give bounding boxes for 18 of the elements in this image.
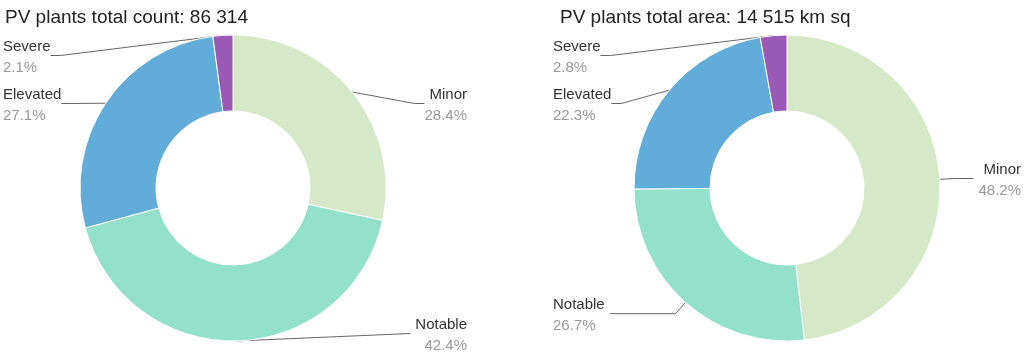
data-label: 42.4%: [424, 336, 467, 353]
data-label: 22.3%: [553, 105, 596, 123]
slice-label: Elevated: [3, 84, 62, 102]
data-label: 26.7%: [553, 316, 596, 334]
slice-label: Minor: [983, 160, 1021, 177]
data-label: 28.4%: [424, 105, 467, 123]
data-label: 2.8%: [553, 57, 588, 75]
data-label: 27.1%: [3, 105, 46, 123]
slice-label: Notable: [415, 315, 467, 332]
data-label: 48.2%: [978, 181, 1021, 198]
chart-title: PV plants total count: 86 314: [5, 6, 249, 27]
slice-label: Minor: [429, 84, 467, 102]
slice-label: Severe: [553, 36, 601, 54]
chart-title: PV plants total area: 14 515 km sq: [560, 6, 851, 27]
slice-label: Elevated: [553, 84, 612, 102]
slice-label: Severe: [3, 36, 51, 54]
data-label: 2.1%: [3, 57, 38, 75]
slice-label: Notable: [553, 295, 605, 313]
